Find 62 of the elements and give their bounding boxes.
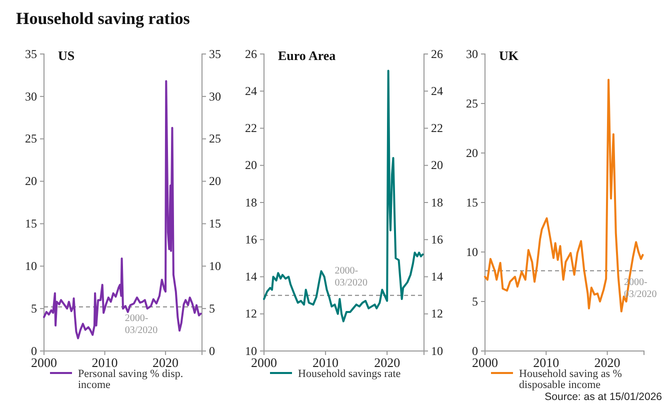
annotation: 2000- 03/2020 bbox=[334, 265, 368, 288]
line-series bbox=[43, 80, 202, 340]
y-tick-label: 0 bbox=[31, 344, 37, 358]
y2-tick-label: 22 bbox=[431, 121, 443, 136]
y-tick-label: 20 bbox=[466, 146, 478, 160]
y-tick-label: 30 bbox=[466, 46, 478, 61]
y2-tick-label: 25 bbox=[209, 132, 221, 146]
y-tick-label: 10 bbox=[25, 258, 37, 273]
y-tick-label: 15 bbox=[25, 216, 37, 231]
y-tick-label: 20 bbox=[245, 158, 257, 172]
chart-title: UK bbox=[499, 48, 520, 63]
y2-tick-label: 5 bbox=[209, 301, 215, 316]
y2-tick-label: 20 bbox=[431, 158, 443, 172]
y2-tick-label: 0 bbox=[209, 344, 215, 358]
y-tick-label: 35 bbox=[25, 46, 37, 61]
y2-tick-label: 16 bbox=[431, 232, 443, 246]
y-tick-label: 26 bbox=[245, 46, 257, 61]
x-tick-label: 2010 bbox=[312, 355, 339, 370]
y2-tick-label: 35 bbox=[209, 46, 221, 61]
y-tick-label: 18 bbox=[245, 195, 257, 210]
x-tick-label: 2020 bbox=[594, 355, 620, 370]
y2-tick-label: 20 bbox=[209, 174, 221, 188]
chart-title: Euro Area bbox=[278, 48, 336, 63]
legend-label: Household saving as % disposable income bbox=[519, 368, 622, 391]
legend-label: Personal saving % disp. income bbox=[78, 368, 184, 391]
y2-tick-label: 14 bbox=[431, 270, 443, 284]
y-tick-label: 10 bbox=[466, 244, 478, 259]
y-tick-label: 5 bbox=[31, 301, 37, 316]
x-tick-label: 2000 bbox=[251, 355, 277, 370]
x-tick-label: 2020 bbox=[152, 355, 179, 370]
y2-tick-label: 12 bbox=[431, 306, 443, 321]
source-note: Source: as at 15/01/2026 bbox=[544, 391, 662, 403]
y2-tick-label: 15 bbox=[209, 216, 221, 231]
x-tick-label: 2010 bbox=[533, 355, 560, 370]
y-tick-label: 14 bbox=[245, 270, 257, 284]
x-tick-label: 2010 bbox=[92, 355, 118, 370]
text: Household saving ratios bbox=[16, 9, 190, 28]
y-tick-label: 0 bbox=[472, 344, 478, 358]
x-tick-label: 2020 bbox=[374, 355, 400, 370]
y-tick-label: 22 bbox=[245, 121, 257, 136]
y2-tick-label: 24 bbox=[431, 84, 443, 98]
y2-tick-label: 26 bbox=[431, 46, 443, 61]
y2-tick-label: 18 bbox=[431, 195, 443, 210]
line-series bbox=[263, 70, 424, 322]
y-tick-label: 25 bbox=[466, 96, 478, 110]
y-tick-label: 15 bbox=[466, 195, 478, 210]
y-tick-label: 10 bbox=[245, 344, 257, 358]
y-tick-label: 24 bbox=[245, 84, 257, 98]
x-tick-label: 2000 bbox=[31, 355, 57, 370]
y-tick-label: 20 bbox=[25, 174, 37, 188]
chart-title: US bbox=[58, 48, 75, 63]
y-tick-label: 30 bbox=[25, 89, 37, 104]
annotation: 2000- 03/2020 bbox=[124, 312, 158, 336]
y-tick-label: 16 bbox=[245, 232, 257, 246]
y2-tick-label: 10 bbox=[209, 258, 221, 273]
legend-label: Household savings rate bbox=[298, 368, 401, 380]
y2-tick-label: 30 bbox=[209, 89, 221, 104]
y-tick-label: 12 bbox=[245, 306, 257, 321]
y2-tick-label: 10 bbox=[431, 344, 443, 358]
x-tick-label: 2000 bbox=[472, 355, 498, 370]
y-tick-label: 5 bbox=[472, 294, 478, 308]
y-tick-label: 25 bbox=[25, 132, 37, 146]
